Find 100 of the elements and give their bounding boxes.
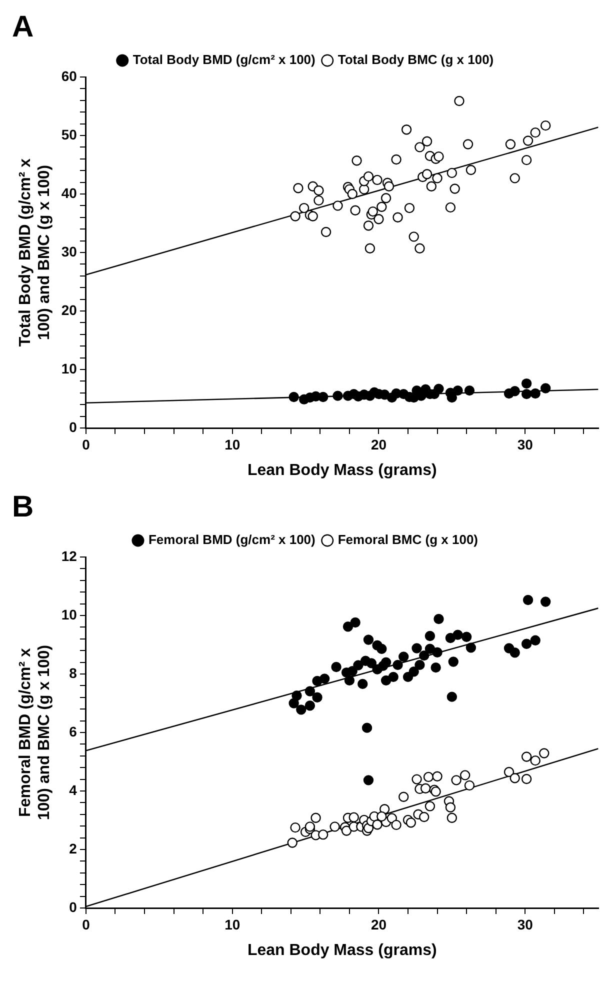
point bbox=[380, 675, 392, 686]
point bbox=[445, 202, 456, 213]
point bbox=[540, 383, 551, 394]
point bbox=[454, 96, 464, 106]
point bbox=[363, 775, 374, 786]
chart-title: B bbox=[12, 490, 34, 524]
point bbox=[308, 211, 318, 222]
point bbox=[446, 692, 458, 702]
y-tick-label: 0 bbox=[69, 418, 78, 435]
point bbox=[464, 780, 475, 791]
point bbox=[422, 169, 432, 180]
x-tick-label: 0 bbox=[82, 436, 90, 452]
y-tick-label: 10 bbox=[61, 606, 78, 622]
point bbox=[446, 168, 458, 178]
y-tick-label: 8 bbox=[69, 664, 78, 681]
point bbox=[398, 652, 409, 662]
point bbox=[414, 660, 425, 670]
point bbox=[424, 630, 436, 642]
point bbox=[412, 643, 422, 654]
point bbox=[521, 638, 532, 649]
point bbox=[287, 838, 298, 848]
point bbox=[461, 632, 472, 642]
point bbox=[304, 822, 316, 832]
point bbox=[347, 666, 358, 676]
point bbox=[451, 775, 462, 786]
y-tick-label: 60 bbox=[61, 68, 78, 84]
point bbox=[530, 755, 540, 766]
y-tick-label: 20 bbox=[61, 302, 78, 318]
legend-label: Femoral BMC (g x 100) bbox=[338, 532, 478, 548]
point bbox=[510, 648, 520, 658]
point bbox=[521, 388, 532, 400]
point bbox=[424, 644, 436, 654]
legend-label: Total Body BMC (g x 100) bbox=[338, 52, 494, 68]
point bbox=[432, 173, 442, 184]
point bbox=[366, 658, 377, 668]
point bbox=[331, 662, 342, 672]
point bbox=[288, 392, 299, 402]
x-tick-label: 10 bbox=[224, 916, 240, 932]
point bbox=[530, 127, 540, 138]
point bbox=[521, 378, 532, 389]
point bbox=[420, 783, 431, 794]
point bbox=[380, 657, 392, 668]
point bbox=[452, 385, 463, 396]
point bbox=[423, 772, 434, 782]
point bbox=[414, 142, 425, 152]
x-tick-label: 30 bbox=[517, 916, 534, 932]
point bbox=[380, 192, 392, 204]
x-tick-label: 20 bbox=[370, 916, 387, 932]
point bbox=[363, 220, 374, 231]
point bbox=[304, 700, 316, 711]
point bbox=[376, 202, 387, 212]
point bbox=[391, 820, 402, 830]
y-tick-label: 10 bbox=[61, 360, 78, 376]
point bbox=[530, 388, 540, 399]
y-tick-label: 0 bbox=[69, 898, 78, 915]
point bbox=[358, 184, 370, 194]
point bbox=[347, 188, 358, 200]
point bbox=[332, 390, 343, 401]
point bbox=[460, 770, 470, 780]
point bbox=[290, 211, 300, 222]
point bbox=[332, 200, 343, 211]
point bbox=[352, 156, 362, 166]
point bbox=[304, 686, 316, 696]
legend-label: Total Body BMD (g/cm² x 100) bbox=[132, 52, 316, 68]
point bbox=[430, 662, 441, 673]
point bbox=[510, 773, 520, 784]
x-axis-title: Lean Body Mass (grams) bbox=[247, 462, 437, 479]
point bbox=[401, 124, 412, 135]
y-axis-title: Total Body BMD (g/cm² x 100) and BMC (g x 100) bbox=[17, 158, 54, 347]
y-tick-label: 12 bbox=[61, 548, 78, 564]
point bbox=[342, 622, 354, 632]
point bbox=[350, 205, 360, 216]
point bbox=[398, 792, 409, 802]
point bbox=[344, 675, 355, 686]
point bbox=[510, 173, 520, 184]
point bbox=[452, 630, 463, 640]
point bbox=[341, 826, 352, 836]
point bbox=[372, 820, 382, 830]
chart-title: A bbox=[12, 10, 34, 44]
point bbox=[521, 774, 532, 784]
point bbox=[540, 596, 551, 607]
point bbox=[522, 136, 534, 146]
point bbox=[466, 642, 476, 653]
point bbox=[522, 594, 534, 606]
point bbox=[384, 181, 394, 192]
point bbox=[391, 154, 402, 165]
point bbox=[414, 243, 425, 254]
point bbox=[412, 774, 422, 784]
point bbox=[330, 822, 340, 832]
point bbox=[296, 704, 306, 715]
point bbox=[392, 212, 403, 222]
point bbox=[505, 139, 516, 150]
point bbox=[368, 206, 378, 217]
point bbox=[298, 202, 310, 214]
point bbox=[419, 650, 430, 661]
point bbox=[406, 817, 416, 828]
point bbox=[540, 120, 551, 131]
point bbox=[358, 678, 368, 690]
point bbox=[419, 812, 430, 822]
point bbox=[290, 822, 300, 833]
